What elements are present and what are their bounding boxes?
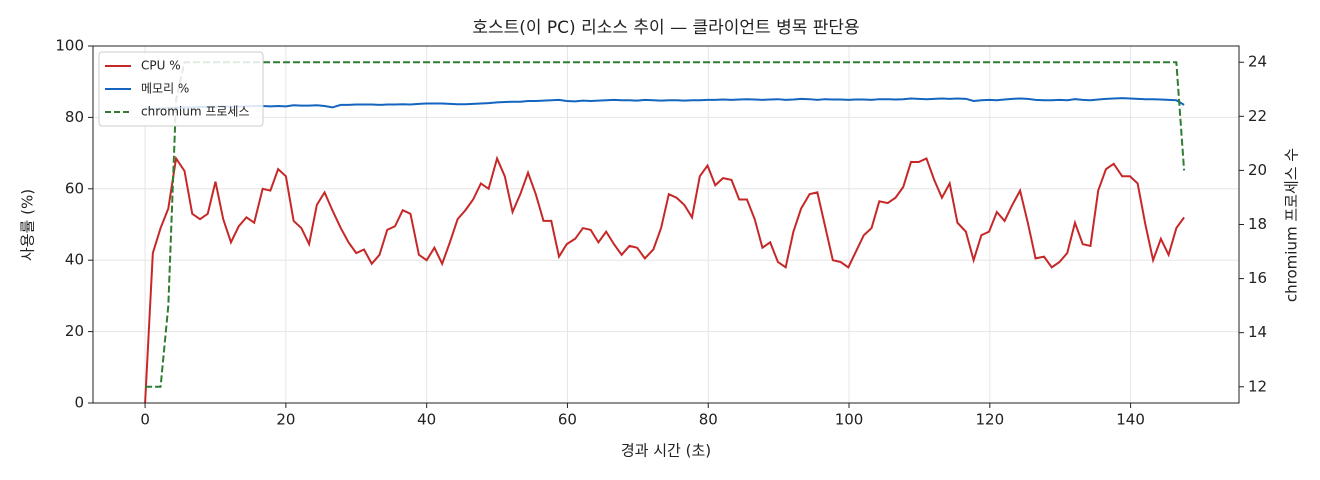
chart-title: 호스트(이 PC) 리소스 추이 — 클라이언트 병목 판단용 [472,18,859,38]
y2-tick-label: 12 [1248,377,1267,395]
x-tick-label: 80 [699,411,718,429]
y-tick-label: 100 [55,37,84,55]
y-axis-label: 사용률 (%) [19,189,37,261]
y2-tick-label: 20 [1248,161,1267,179]
legend-label: chromium 프로세스 [141,105,250,119]
x-tick-label: 20 [276,411,295,429]
y2-tick-label: 24 [1248,53,1267,71]
y-tick-label: 80 [65,108,84,126]
x-tick-label: 100 [835,411,864,429]
y-tick-label: 40 [65,251,84,269]
x-tick-label: 120 [975,411,1004,429]
y-tick-label: 20 [65,322,84,340]
legend-label: 메모리 % [141,82,189,96]
data-line [144,155,1185,404]
data-line [145,61,1186,388]
y2-tick-label: 14 [1248,323,1267,341]
x-tick-label: 0 [140,411,150,429]
x-axis-label: 경과 시간 (초) [621,442,711,460]
legend: CPU % 메모리 % chromium 프로세스 [98,51,264,127]
plot-frame [92,45,1240,404]
legend-label: CPU % [141,59,181,73]
x-tick-label: 140 [1116,411,1145,429]
y-tick-label: 0 [74,394,84,412]
x-tick-label: 60 [558,411,577,429]
legend-box [98,51,264,127]
y2-tick-label: 22 [1248,107,1267,125]
y2-axis-label: chromium 프로세스 수 [1283,148,1301,302]
y2-tick-label: 16 [1248,269,1267,287]
y2-tick-label: 18 [1248,215,1267,233]
x-tick-label: 40 [417,411,436,429]
data-line [145,97,1185,111]
y-tick-label: 60 [65,179,84,197]
